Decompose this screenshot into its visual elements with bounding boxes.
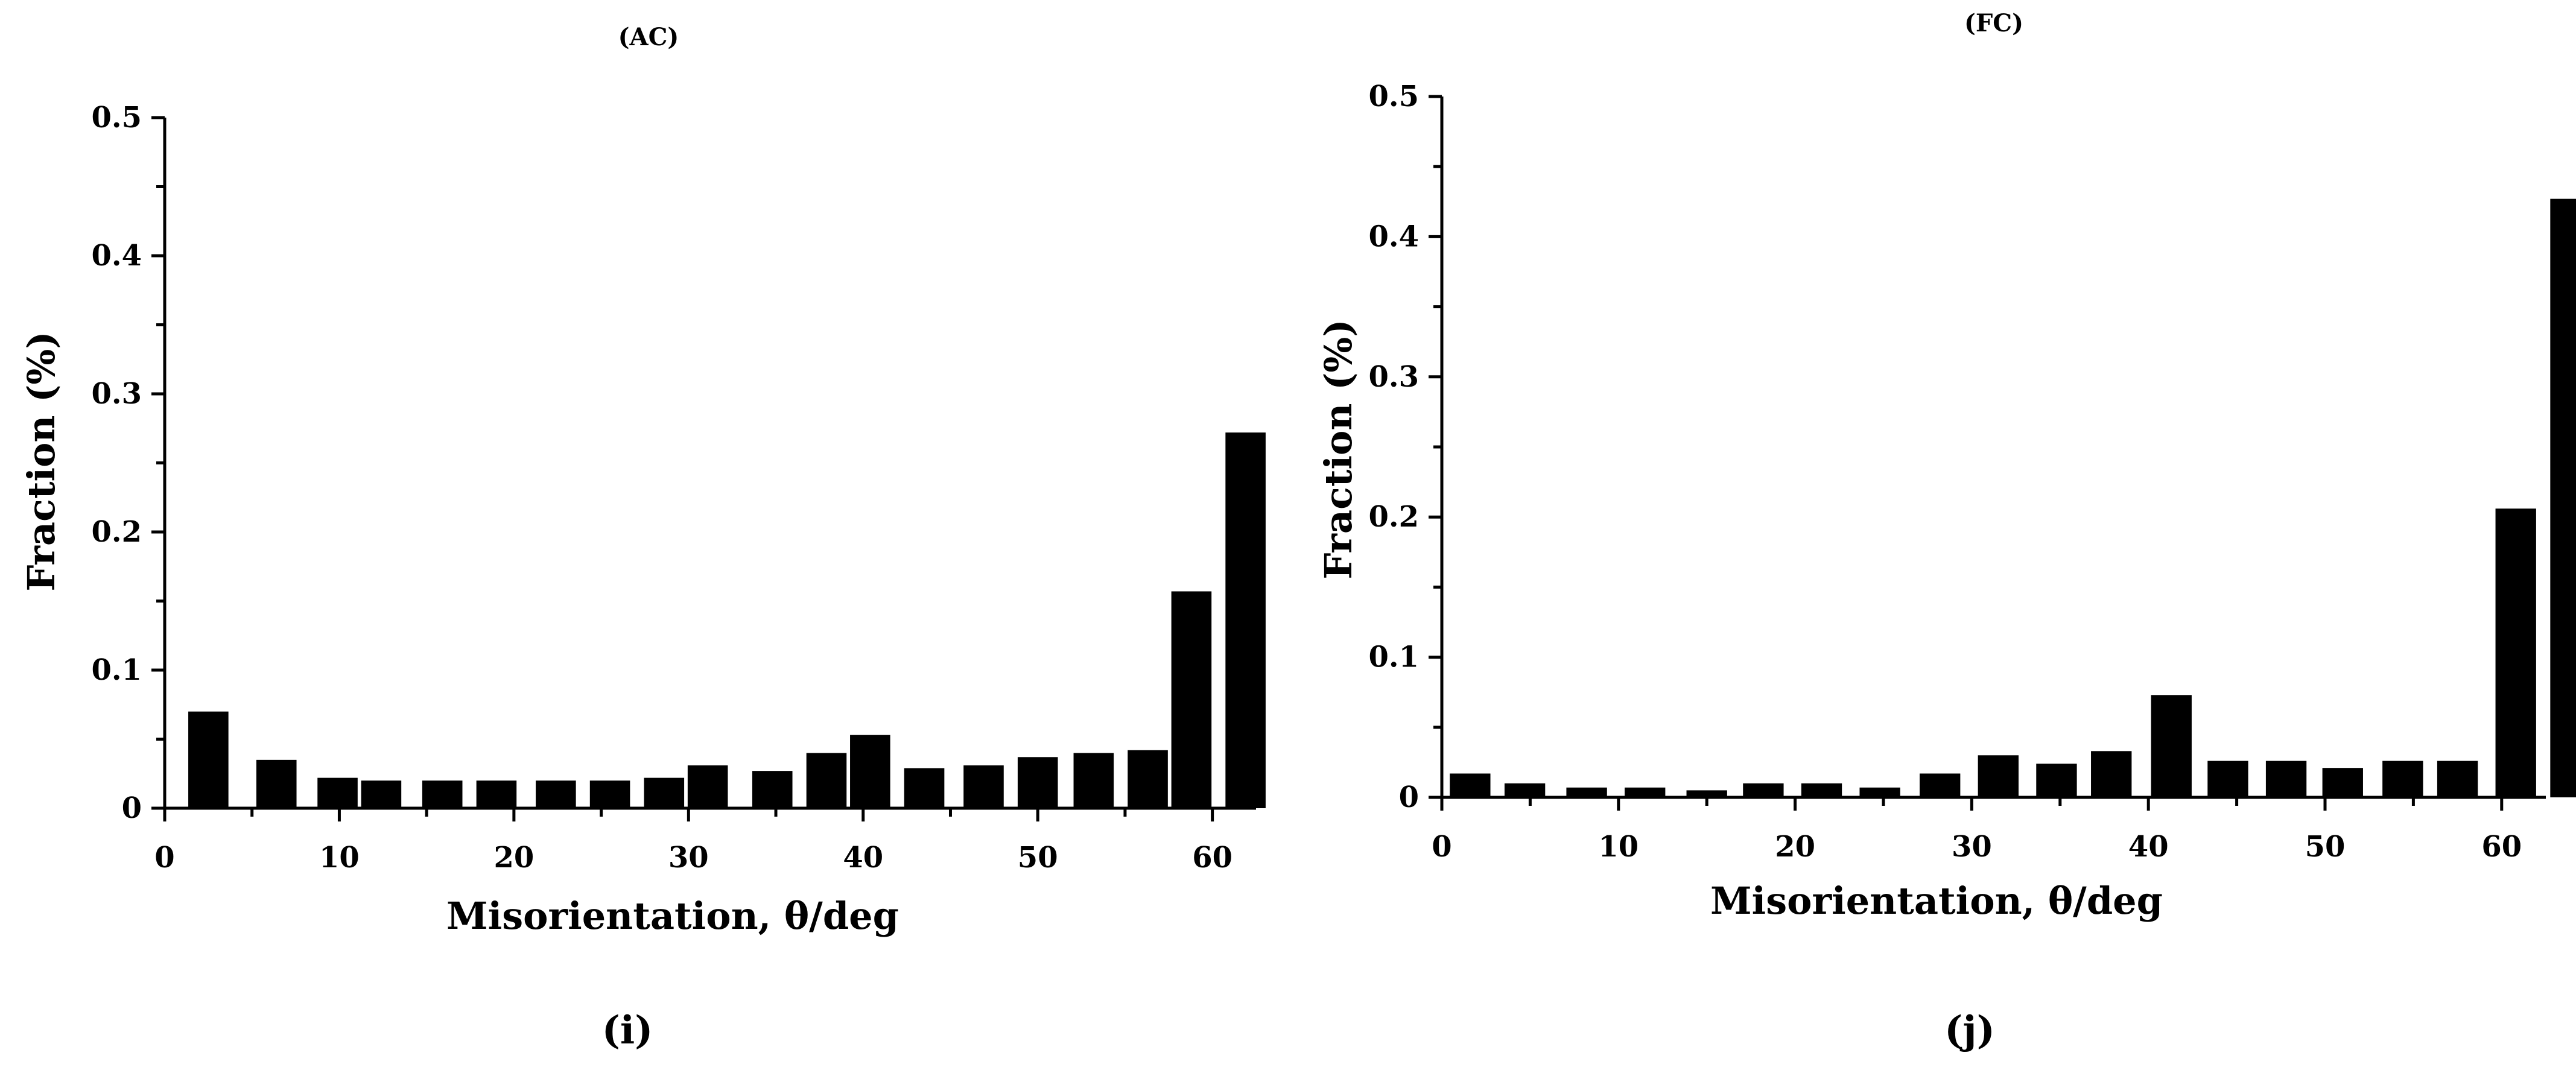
bar — [2151, 695, 2192, 797]
bar — [1801, 783, 1842, 797]
bar — [904, 768, 945, 808]
bar — [806, 753, 847, 808]
bar — [589, 780, 630, 808]
x-tick-label: 50 — [1018, 841, 1058, 875]
y-tick-label: 0.1 — [1368, 641, 1419, 674]
y-tick-label: 0.4 — [91, 239, 142, 273]
x-tick-label: 30 — [668, 841, 709, 875]
x-tick-label: 60 — [2481, 830, 2522, 864]
y-tick-label: 0.3 — [1368, 360, 1419, 394]
bar — [1859, 787, 1900, 797]
bar — [1978, 755, 2019, 797]
y-tick-label: 0 — [122, 791, 142, 825]
bar — [850, 735, 890, 808]
y-tick-label: 0.3 — [91, 377, 142, 411]
y-tick-label: 0.4 — [1368, 220, 1419, 253]
x-tick-label: 30 — [1952, 830, 1992, 864]
bar — [422, 780, 463, 808]
y-axis-label: Fraction (%) — [1316, 319, 1360, 579]
bar — [2207, 761, 2248, 797]
bar — [1017, 757, 1058, 808]
bar — [2495, 508, 2536, 797]
y-tick-label: 0 — [1399, 780, 1419, 814]
y-tick-label: 0.2 — [91, 515, 142, 549]
bar — [644, 777, 685, 808]
bar — [2550, 198, 2576, 798]
x-tick-label: 0 — [154, 841, 174, 875]
y-tick-label: 0.1 — [91, 653, 142, 687]
x-tick-label: 20 — [493, 841, 534, 875]
x-tick-label: 10 — [319, 841, 360, 875]
y-tick-label: 0.2 — [1368, 500, 1419, 534]
x-tick-label: 20 — [1775, 830, 1815, 864]
bar — [2265, 761, 2307, 797]
bar — [963, 765, 1004, 808]
bar — [256, 759, 297, 808]
bar — [188, 711, 229, 808]
bar — [317, 777, 358, 808]
bar — [2382, 761, 2423, 797]
x-axis-label: Misorientation, θ/deg — [446, 894, 899, 938]
x-tick-label: 60 — [1192, 841, 1232, 875]
chart-title: (FC) — [1964, 9, 2023, 37]
x-axis-label: Misorientation, θ/deg — [1710, 879, 2163, 923]
bar — [752, 771, 793, 808]
bar — [1686, 790, 1727, 797]
x-tick-label: 40 — [2128, 830, 2169, 864]
panel-caption: (i) — [602, 1008, 653, 1053]
x-tick-label: 0 — [1432, 830, 1451, 864]
bar — [2091, 751, 2132, 797]
bar — [1073, 753, 1114, 808]
bar — [1625, 787, 1666, 797]
bar — [476, 780, 517, 808]
bar — [1450, 773, 1491, 797]
x-tick-label: 50 — [2305, 830, 2346, 864]
bar — [1743, 783, 1784, 797]
x-tick-label: 40 — [843, 841, 883, 875]
bar — [2322, 768, 2363, 797]
y-axis-label: Fraction (%) — [19, 331, 63, 591]
y-tick-label: 0.5 — [1368, 80, 1419, 113]
chart-panel-1: (FC) 0 0.1 0.2 0.3 0.4 0.5 0 10 20 30 40 50 60 Misorie… — [1316, 9, 2576, 1053]
bar — [1566, 787, 1607, 797]
bar — [1171, 591, 1212, 808]
x-tick-label: 10 — [1598, 830, 1639, 864]
bar — [1225, 432, 1266, 808]
bar — [1128, 750, 1168, 808]
bar — [2437, 761, 2478, 797]
bar — [536, 780, 576, 808]
bar — [1920, 773, 1961, 797]
bar — [687, 765, 728, 808]
y-tick-label: 0.5 — [91, 101, 142, 134]
chart-panel-0: (AC) 0 0.1 0.2 0.3 0.4 0.5 0 10 20 30 40 50 60 Misorie… — [19, 23, 1266, 1053]
bar — [361, 780, 402, 808]
chart-title: (AC) — [618, 23, 679, 51]
bar — [2036, 764, 2077, 797]
bar — [1504, 783, 1546, 797]
panel-caption: (j) — [1944, 1008, 1995, 1053]
